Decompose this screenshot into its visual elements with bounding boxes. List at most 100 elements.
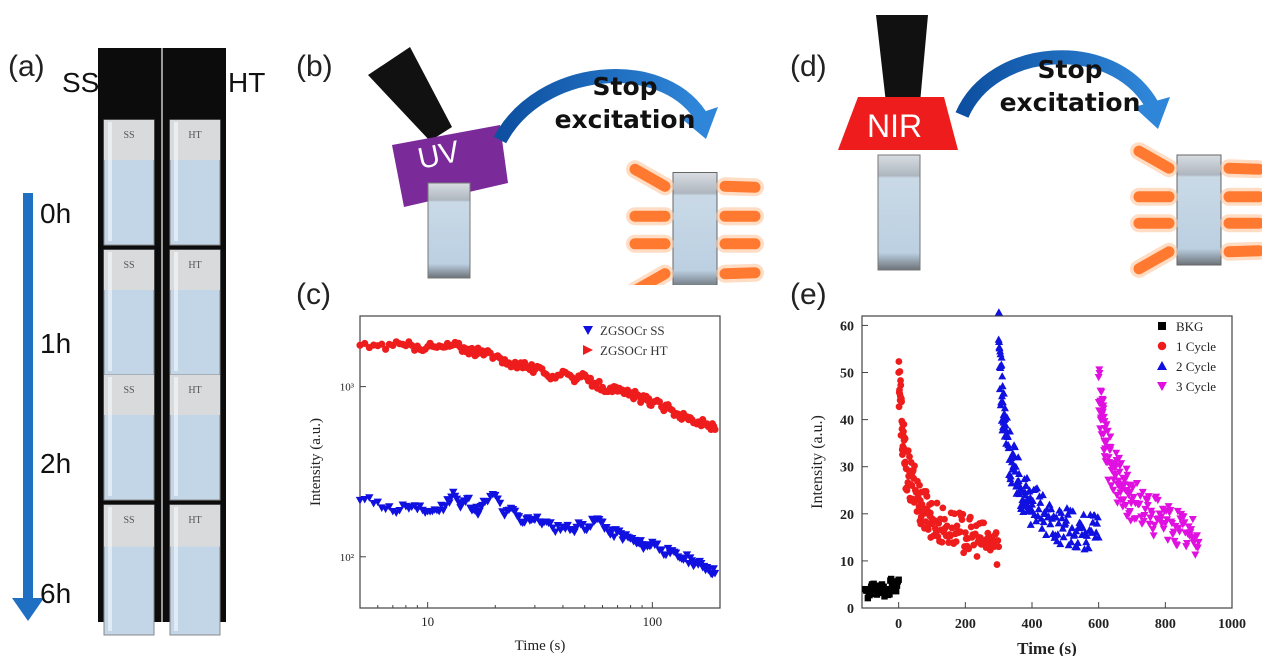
data-point-e [886, 591, 893, 598]
nir-lamp-icon [876, 15, 928, 103]
column-label-ss: SS [62, 67, 100, 98]
data-point-e [1094, 374, 1103, 382]
data-point-e [1082, 538, 1091, 546]
data-point-e [1180, 519, 1189, 527]
data-point-e [1175, 528, 1184, 536]
legend-entry-e: 3 Cycle [1176, 379, 1216, 394]
data-point-e [1148, 526, 1157, 534]
data-point-e [1129, 493, 1138, 502]
x-tick-label-e: 0 [895, 617, 902, 632]
data-point-c [373, 498, 382, 507]
panel-b-label: (b) [296, 50, 333, 83]
data-point-e [1004, 443, 1013, 452]
data-point-e [1191, 551, 1200, 559]
stop-text-b: Stop [592, 72, 658, 101]
cuvette-mark-ss: SS [123, 260, 134, 271]
data-point-e [1054, 519, 1063, 527]
data-point-c [514, 513, 524, 521]
data-point-e [1135, 500, 1144, 508]
data-point-c [652, 540, 662, 549]
data-point-e [1114, 477, 1123, 485]
data-point-e [1036, 498, 1045, 506]
data-point-e [999, 389, 1008, 397]
data-point-c [355, 496, 365, 505]
data-point-e [1078, 530, 1086, 539]
legend-entry-e: 1 Cycle [1176, 339, 1216, 354]
data-point-e [1157, 513, 1166, 521]
data-point-e [1073, 543, 1081, 551]
data-point-e [893, 582, 901, 589]
data-point-e [1128, 484, 1137, 492]
data-point-e [1112, 449, 1121, 457]
cuvette-mark-ss: SS [123, 130, 134, 141]
data-point-c [657, 546, 666, 554]
data-point-e [866, 591, 873, 599]
data-point-c [483, 497, 492, 506]
data-point-e [1006, 472, 1015, 480]
uv-lamp-icon [368, 47, 452, 141]
chart-e-cycle-decay: 0 200 400 600 800 1000 0 10 20 30 40 50 60 Time (s) In… [809, 308, 1246, 656]
data-point-e [908, 482, 916, 489]
data-point-c [361, 339, 369, 348]
data-point-c [360, 495, 369, 504]
data-point-e [1096, 425, 1105, 433]
series-e-2 [994, 308, 1103, 553]
legend-e: BKG 1 Cycle 2 Cycle 3 Cycle [1157, 319, 1216, 394]
cuvette-photo-ht-2: HT [169, 374, 221, 501]
data-point-e [939, 504, 947, 512]
data-point-e [1042, 530, 1051, 538]
panel-c-label: (c) [296, 278, 331, 311]
plot-frame-c [359, 315, 721, 609]
time-label-2h: 2h [40, 448, 72, 479]
data-point-e [1067, 538, 1076, 546]
data-point-e [1033, 484, 1041, 492]
y-tick-label-c: 10² [340, 552, 355, 564]
data-point-e [897, 381, 905, 389]
data-point-e [901, 458, 909, 466]
x-tick-label-c: 100 [643, 614, 663, 629]
data-point-c [609, 533, 619, 542]
y-tick-label-e: 20 [840, 508, 854, 523]
data-point-c [378, 340, 386, 348]
data-point-e [1179, 513, 1188, 521]
data-point-e [1104, 454, 1113, 462]
data-point-e [1163, 516, 1171, 524]
data-point-e [965, 545, 973, 553]
series-e-3 [1094, 366, 1203, 559]
data-point-c [710, 569, 720, 578]
stop-excitation-text-d: Stop excitation [990, 53, 1150, 119]
data-point-e [960, 549, 968, 557]
data-point-e [1028, 496, 1037, 504]
data-point-e [997, 360, 1006, 368]
series-e-0 [862, 575, 902, 602]
glowing-cuvette-icon-d [1130, 142, 1262, 278]
y-tick-label-e: 0 [847, 602, 854, 617]
data-point-c [636, 537, 645, 545]
curved-arrow-icon [493, 69, 706, 144]
data-point-e [1059, 533, 1068, 541]
data-point-e [1099, 397, 1108, 405]
data-point-e [1021, 490, 1030, 499]
data-point-e [923, 492, 931, 500]
data-point-e [1079, 510, 1088, 518]
data-point-e [1125, 508, 1134, 516]
cuvette-mark-ht: HT [188, 260, 201, 271]
data-point-e [885, 585, 892, 593]
data-point-e [1193, 544, 1202, 552]
data-point-e [1115, 468, 1124, 476]
data-point-e [1189, 539, 1198, 547]
cuvette-photo-ht-0: HT [169, 119, 221, 246]
data-point-e [1014, 453, 1023, 461]
data-point-e [1169, 528, 1178, 536]
legend-entry-c: ZGSOCr HT [600, 343, 668, 358]
data-point-e [1106, 444, 1115, 452]
data-point-e [1034, 505, 1043, 513]
data-point-e [1174, 524, 1183, 532]
data-point-e [1095, 366, 1104, 374]
data-point-c [533, 513, 542, 522]
data-point-c [441, 502, 450, 510]
data-point-e [973, 553, 981, 560]
data-point-e [994, 537, 1002, 544]
data-point-e [1007, 479, 1016, 487]
